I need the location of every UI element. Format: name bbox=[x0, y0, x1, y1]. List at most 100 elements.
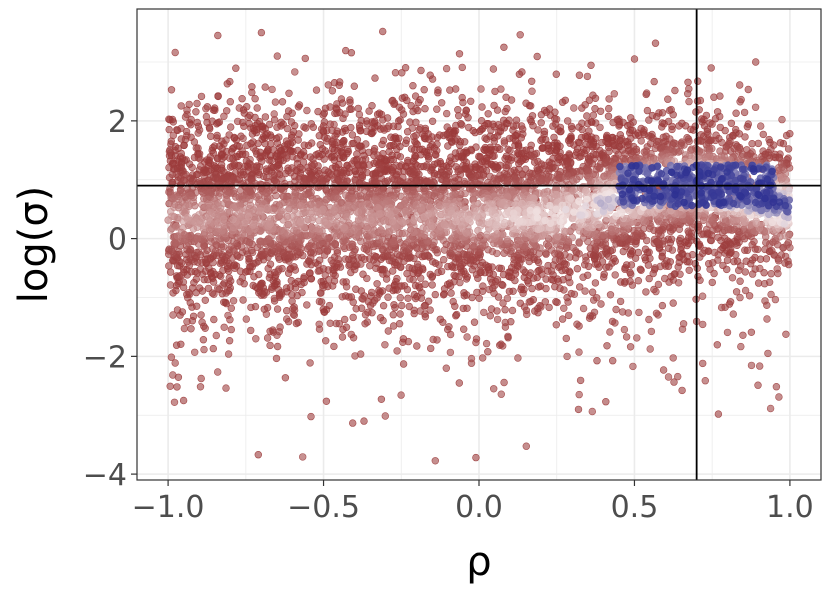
data-point bbox=[284, 215, 292, 223]
data-point bbox=[214, 202, 222, 210]
data-point bbox=[587, 61, 595, 70]
data-point bbox=[195, 284, 204, 292]
data-point bbox=[653, 112, 661, 121]
data-point bbox=[575, 283, 584, 291]
data-point bbox=[501, 306, 509, 314]
data-point bbox=[646, 345, 654, 353]
data-point bbox=[518, 146, 527, 155]
data-point bbox=[381, 217, 389, 225]
data-point bbox=[366, 262, 374, 270]
data-point bbox=[484, 110, 492, 118]
data-point bbox=[235, 104, 244, 112]
data-point bbox=[263, 247, 271, 255]
data-point bbox=[342, 191, 350, 199]
data-point bbox=[547, 275, 556, 284]
data-point bbox=[396, 294, 404, 302]
data-point bbox=[283, 315, 291, 323]
data-point bbox=[479, 282, 487, 290]
data-point bbox=[288, 109, 296, 117]
data-point bbox=[438, 99, 446, 107]
data-point bbox=[759, 130, 767, 139]
data-point bbox=[238, 230, 247, 238]
data-point bbox=[736, 98, 744, 106]
data-point bbox=[477, 85, 485, 93]
data-point bbox=[206, 124, 214, 133]
data-point bbox=[522, 442, 530, 450]
data-point bbox=[171, 48, 179, 57]
data-point bbox=[458, 121, 466, 129]
data-point bbox=[460, 325, 468, 333]
data-point bbox=[268, 85, 276, 94]
data-point bbox=[220, 323, 228, 331]
data-point bbox=[165, 125, 173, 134]
data-point bbox=[356, 126, 364, 135]
data-point bbox=[606, 328, 614, 336]
data-point bbox=[764, 349, 772, 358]
data-point bbox=[541, 298, 549, 306]
data-point bbox=[620, 279, 629, 287]
data-point bbox=[376, 314, 385, 322]
data-point bbox=[398, 69, 406, 77]
data-point bbox=[253, 104, 261, 112]
data-point bbox=[651, 39, 660, 47]
data-point bbox=[472, 335, 481, 343]
data-point bbox=[589, 143, 597, 151]
data-point bbox=[315, 256, 324, 264]
data-point bbox=[579, 304, 588, 313]
data-point bbox=[315, 225, 323, 233]
data-point bbox=[504, 161, 512, 169]
data-point bbox=[379, 27, 387, 36]
data-point bbox=[255, 270, 263, 279]
data-point bbox=[238, 243, 246, 252]
data-point bbox=[774, 257, 783, 265]
data-point bbox=[315, 297, 324, 306]
data-point bbox=[616, 297, 625, 306]
data-point bbox=[371, 74, 379, 82]
data-point bbox=[214, 118, 222, 127]
data-point bbox=[348, 131, 357, 139]
data-point bbox=[708, 120, 716, 128]
data-point bbox=[654, 236, 663, 245]
data-point bbox=[386, 142, 394, 150]
data-point bbox=[659, 366, 668, 374]
data-point bbox=[612, 305, 620, 314]
data-point bbox=[167, 140, 175, 148]
data-point bbox=[716, 92, 724, 100]
data-point bbox=[602, 398, 610, 406]
data-point bbox=[225, 337, 234, 345]
data-point bbox=[195, 248, 203, 256]
data-point bbox=[212, 331, 221, 340]
data-point bbox=[497, 85, 505, 93]
data-point bbox=[197, 162, 205, 171]
data-point bbox=[748, 270, 757, 278]
data-point bbox=[238, 207, 247, 216]
data-point bbox=[480, 308, 488, 317]
data-point bbox=[209, 344, 218, 353]
data-point bbox=[552, 115, 561, 124]
data-point bbox=[332, 319, 340, 328]
data-point bbox=[361, 155, 370, 164]
data-point bbox=[778, 115, 786, 124]
data-point bbox=[667, 235, 676, 243]
data-point bbox=[560, 227, 568, 235]
data-point bbox=[589, 111, 598, 120]
data-point bbox=[274, 241, 282, 249]
data-point bbox=[622, 333, 631, 341]
data-point bbox=[227, 123, 235, 131]
data-point bbox=[375, 236, 383, 244]
data-point bbox=[172, 223, 181, 231]
data-point bbox=[516, 236, 525, 245]
data-point bbox=[578, 119, 586, 127]
data-point bbox=[611, 271, 619, 279]
data-point bbox=[701, 246, 709, 255]
data-point bbox=[322, 337, 330, 345]
data-point bbox=[781, 232, 789, 240]
data-point bbox=[169, 118, 178, 126]
data-point bbox=[354, 160, 362, 169]
data-point bbox=[313, 208, 322, 216]
data-point bbox=[177, 102, 185, 110]
data-point bbox=[176, 311, 184, 319]
data-point bbox=[449, 297, 457, 306]
data-point bbox=[770, 251, 778, 259]
data-point bbox=[246, 155, 254, 164]
